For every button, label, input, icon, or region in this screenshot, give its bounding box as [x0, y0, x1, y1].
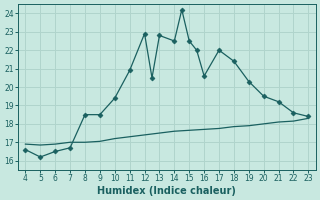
X-axis label: Humidex (Indice chaleur): Humidex (Indice chaleur) — [98, 186, 236, 196]
